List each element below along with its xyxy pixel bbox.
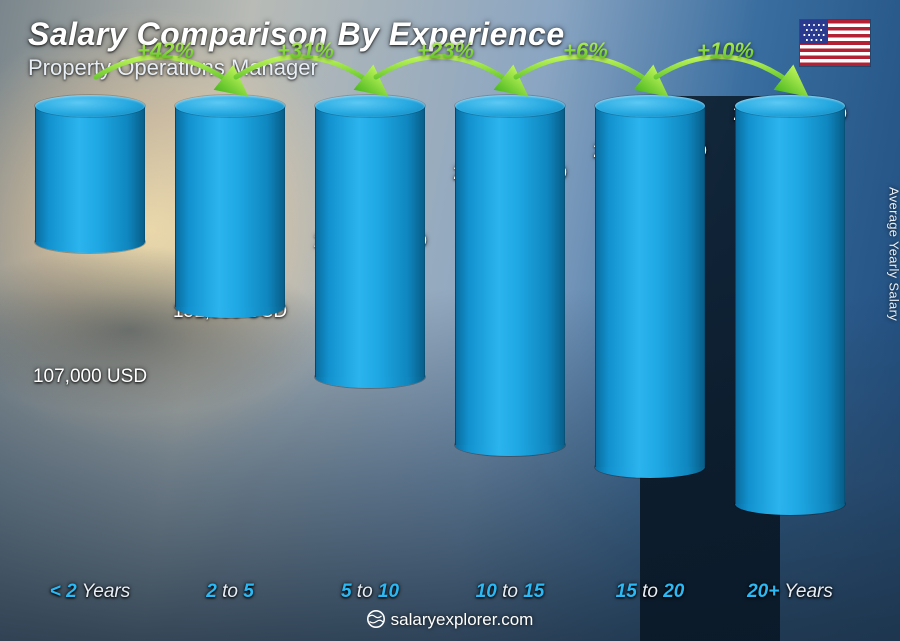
- x-label: 10 to 15: [455, 581, 565, 603]
- bar: [735, 95, 845, 515]
- bar-top-ellipse: [455, 95, 565, 117]
- bar: [315, 95, 425, 388]
- footer-site: salaryexplorer.com: [391, 610, 534, 629]
- bar-slot: 199,000 USD: [315, 95, 425, 566]
- bar-top-ellipse: [35, 95, 145, 117]
- pct-label: +6%: [563, 38, 608, 64]
- bar-top-ellipse: [315, 95, 425, 117]
- bar-chart: 107,000 USD 151,000 USD 199,000 USD 245,000…: [35, 95, 845, 566]
- bar-top-ellipse: [735, 95, 845, 117]
- bar: [595, 95, 705, 478]
- bar-slot: 107,000 USD: [35, 95, 145, 566]
- bar-body: [35, 106, 145, 242]
- site-logo-icon: [367, 610, 385, 633]
- bar-body: [735, 106, 845, 504]
- page-subtitle: Property Operations Manager: [28, 55, 565, 81]
- x-label: 5 to 10: [315, 581, 425, 603]
- x-label: 15 to 20: [595, 581, 705, 603]
- bar: [175, 95, 285, 318]
- bar-body: [315, 106, 425, 377]
- x-label: < 2 Years: [35, 581, 145, 603]
- x-label: 2 to 5: [175, 581, 285, 603]
- bar-body: [175, 106, 285, 307]
- bar-body: [455, 106, 565, 445]
- bar-slot: 151,000 USD: [175, 95, 285, 566]
- bar-slot: 260,000 USD: [595, 95, 705, 566]
- pct-label: +10%: [697, 38, 754, 64]
- bar-top-ellipse: [175, 95, 285, 117]
- bar-top-ellipse: [595, 95, 705, 117]
- page-title: Salary Comparison By Experience: [28, 16, 565, 53]
- bar-slot: 245,000 USD: [455, 95, 565, 566]
- country-flag-icon: [800, 20, 870, 66]
- footer: salaryexplorer.com: [0, 610, 900, 633]
- bar-body: [595, 106, 705, 467]
- header: Salary Comparison By Experience Property…: [28, 16, 565, 81]
- x-label: 20+ Years: [735, 581, 845, 603]
- x-axis-labels: < 2 Years 2 to 5 5 to 10 10 to 15 15 to 20 20…: [35, 581, 845, 603]
- bar: [455, 95, 565, 456]
- bar-slot: 285,000 USD: [735, 95, 845, 566]
- bar-value-label: 107,000 USD: [33, 366, 147, 388]
- y-axis-caption: Average Yearly Salary: [887, 187, 900, 321]
- bar: [35, 95, 145, 253]
